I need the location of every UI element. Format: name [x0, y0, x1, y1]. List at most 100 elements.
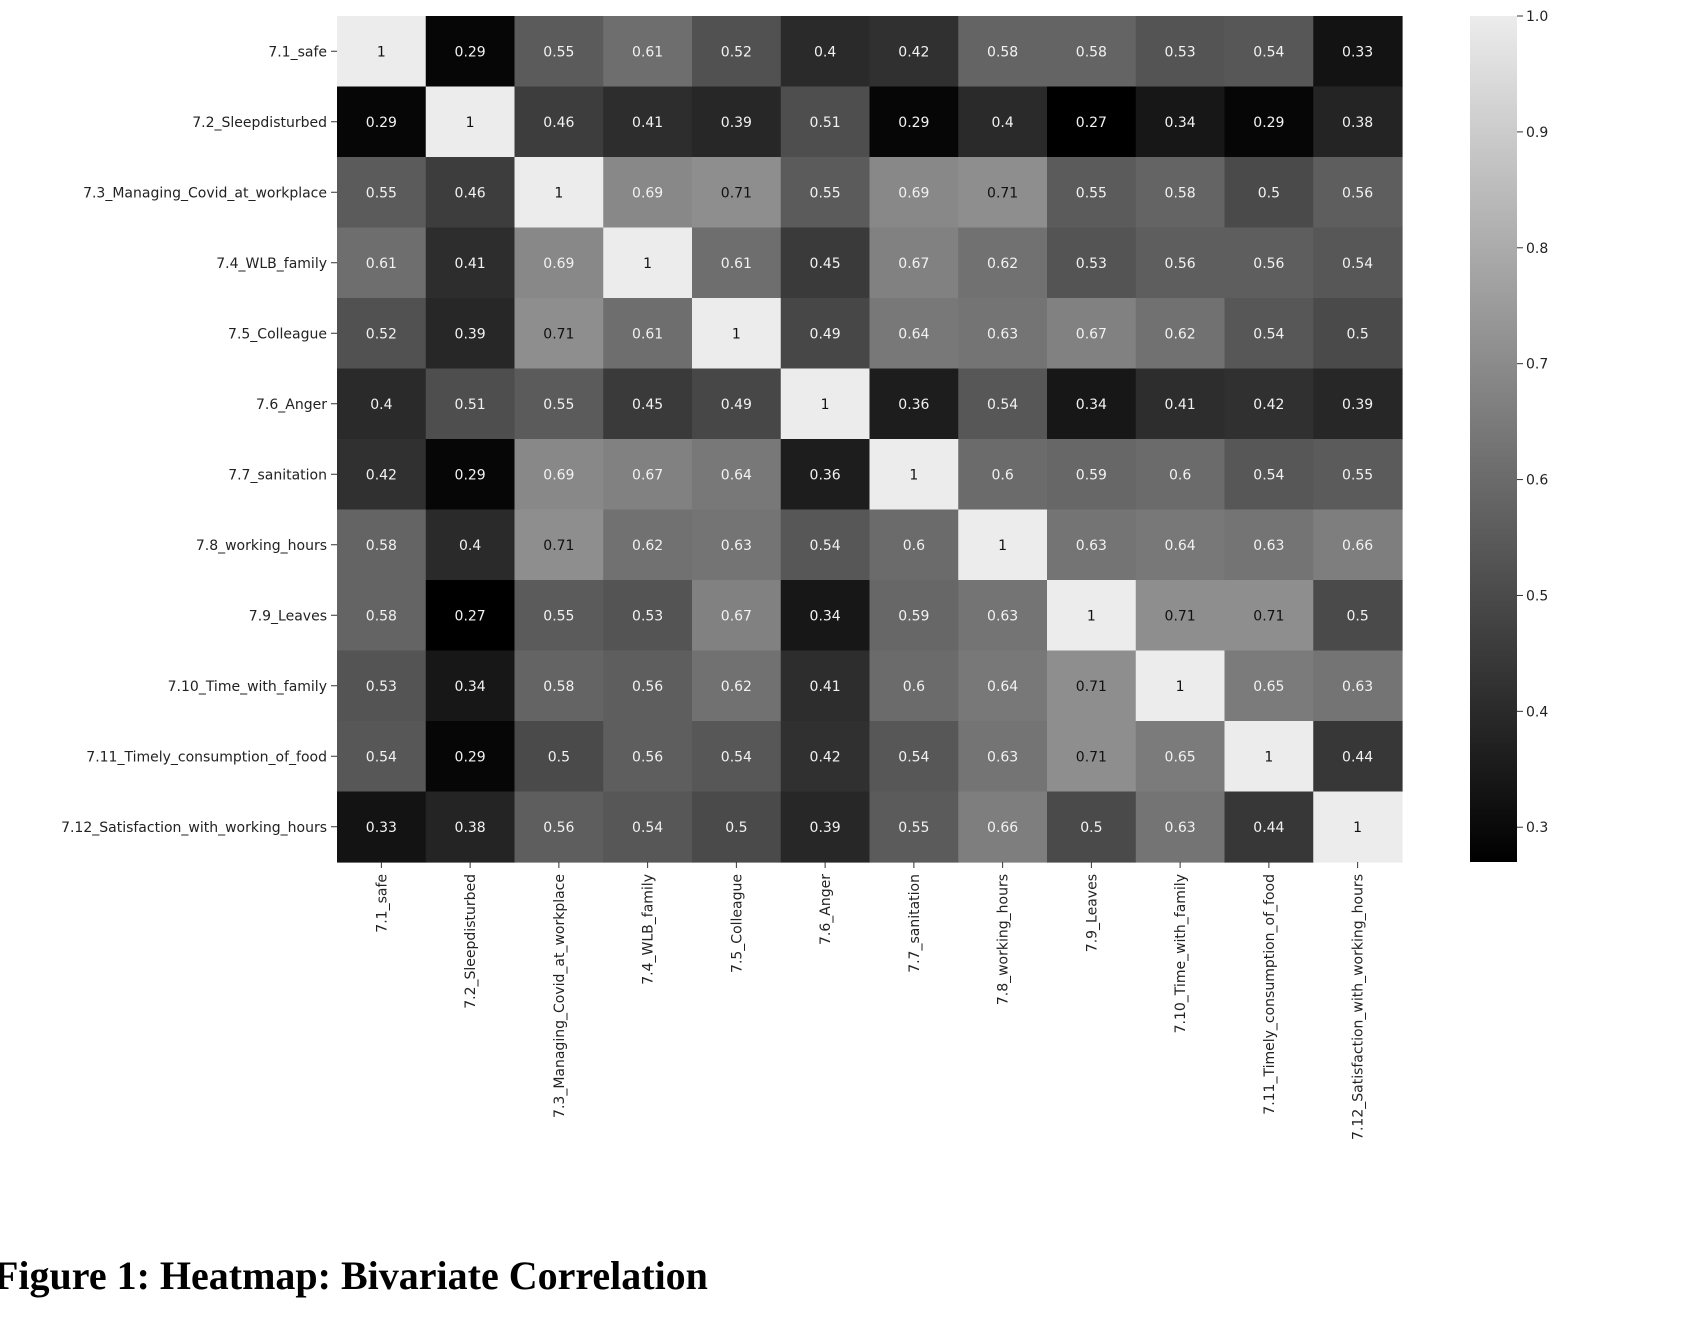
heatmap-cell — [1047, 16, 1137, 88]
cell-value-label: 0.63 — [987, 749, 1018, 765]
cell-value-label: 0.4 — [991, 115, 1013, 131]
cell-value-label: 0.49 — [810, 326, 841, 342]
cell-value-label: 0.45 — [810, 256, 841, 272]
y-tick-label: 7.10_Time_with_family — [168, 679, 327, 695]
cell-value-label: 0.58 — [1076, 44, 1107, 60]
heatmap-cell — [337, 86, 427, 158]
cell-value-label: 1 — [554, 185, 563, 201]
heatmap-cell — [958, 16, 1048, 88]
heatmap-cell — [1047, 157, 1137, 229]
cell-value-label: 0.5 — [548, 749, 570, 765]
cell-value-label: 0.41 — [1165, 397, 1196, 413]
heatmap-cell — [1313, 509, 1403, 581]
cell-value-label: 0.66 — [1342, 538, 1373, 554]
heatmap-cell — [958, 227, 1048, 299]
x-tick-label: 7.1_safe — [374, 874, 390, 933]
heatmap-cell — [1135, 368, 1226, 440]
cell-value-label: 0.56 — [1253, 256, 1284, 272]
heatmap-cell — [425, 368, 516, 440]
cell-value-label: 0.63 — [1165, 820, 1196, 836]
cell-value-label: 0.55 — [366, 185, 397, 201]
cell-value-label: 0.56 — [1342, 185, 1373, 201]
heatmap-cell — [1313, 16, 1403, 88]
heatmap-cell — [958, 791, 1048, 863]
cell-value-label: 0.55 — [1076, 185, 1107, 201]
heatmap-cell — [1224, 439, 1314, 511]
cell-value-label: 0.6 — [991, 467, 1013, 483]
cell-value-label: 0.34 — [455, 679, 486, 695]
heatmap-cell — [337, 298, 427, 370]
cell-value-label: 0.41 — [810, 679, 841, 695]
cell-value-label: 0.51 — [810, 115, 841, 131]
heatmap-cell — [425, 721, 516, 793]
y-tick-label: 7.11_Timely_consumption_of_food — [86, 749, 327, 765]
heatmap-cell — [692, 368, 782, 440]
cell-value-label: 0.71 — [987, 185, 1018, 201]
cell-value-label: 0.61 — [632, 44, 663, 60]
heatmap-cell — [1047, 368, 1137, 440]
heatmap-cell — [1313, 439, 1403, 511]
heatmap-cell — [514, 721, 604, 793]
cell-value-label: 0.54 — [1253, 326, 1284, 342]
heatmap-cell — [1135, 650, 1226, 722]
x-tick-label: 7.9_Leaves — [1084, 874, 1100, 952]
y-tick-label: 7.6_Anger — [256, 397, 327, 413]
colorbar-tick-label: 0.7 — [1526, 357, 1548, 373]
cell-value-label: 1 — [377, 44, 386, 60]
cell-value-label: 0.42 — [898, 44, 929, 60]
heatmap-cell — [603, 298, 693, 370]
heatmap-cell — [1313, 650, 1403, 722]
cell-value-label: 1 — [466, 115, 475, 131]
cell-value-label: 0.59 — [898, 608, 929, 624]
cell-value-label: 0.64 — [1165, 538, 1196, 554]
cell-value-label: 1 — [643, 256, 652, 272]
heatmap-cell — [780, 721, 871, 793]
cell-value-label: 1 — [1176, 679, 1185, 695]
heatmap-cell — [1224, 650, 1314, 722]
cell-value-label: 0.63 — [721, 538, 752, 554]
heatmap-cell — [780, 439, 871, 511]
heatmap-cell — [1135, 509, 1226, 581]
cell-value-label: 0.71 — [1076, 749, 1107, 765]
cell-value-label: 0.55 — [543, 608, 574, 624]
heatmap-cell — [1047, 227, 1137, 299]
heatmap-cell — [1047, 86, 1137, 158]
cell-value-label: 0.62 — [1165, 326, 1196, 342]
heatmap-cell — [603, 227, 693, 299]
heatmap-cell — [425, 509, 516, 581]
cell-value-label: 0.49 — [721, 397, 752, 413]
heatmap-cell — [780, 16, 871, 88]
heatmap-cell — [1224, 509, 1314, 581]
cell-value-label: 0.58 — [1165, 185, 1196, 201]
cell-value-label: 0.34 — [1165, 115, 1196, 131]
heatmap-cell — [958, 86, 1048, 158]
cell-value-label: 0.5 — [1258, 185, 1280, 201]
heatmap-cell — [514, 791, 604, 863]
heatmap-cell — [425, 227, 516, 299]
cell-value-label: 0.53 — [632, 608, 663, 624]
cell-value-label: 0.71 — [721, 185, 752, 201]
cell-value-label: 0.54 — [810, 538, 841, 554]
cell-value-label: 1 — [732, 326, 741, 342]
heatmap-cell — [603, 368, 693, 440]
cell-value-label: 0.64 — [721, 467, 752, 483]
cell-value-label: 0.58 — [366, 538, 397, 554]
x-axis: 7.1_safe 7.2_Sleepdisturbed 7.3_Managing_C… — [374, 862, 1367, 1140]
cell-value-label: 1 — [1353, 820, 1362, 836]
x-tick-label: 7.4_WLB_family — [641, 874, 657, 985]
heatmap-cell — [337, 721, 427, 793]
cell-value-label: 0.66 — [987, 820, 1018, 836]
cell-value-label: 0.34 — [1076, 397, 1107, 413]
heatmap-cell — [780, 791, 871, 863]
cell-value-label: 0.29 — [455, 467, 486, 483]
cell-value-label: 0.63 — [1253, 538, 1284, 554]
heatmap-cell — [1224, 227, 1314, 299]
heatmap-cell — [780, 368, 871, 440]
x-tick-label: 7.2_Sleepdisturbed — [463, 874, 479, 1009]
heatmap-cell — [514, 157, 604, 229]
heatmap-cell — [780, 86, 871, 158]
heatmap-cell — [869, 439, 959, 511]
cell-value-label: 0.55 — [810, 185, 841, 201]
heatmap-cell — [780, 298, 871, 370]
y-axis: 7.1_safe 7.2_Sleepdisturbed 7.3_Managing_C… — [61, 44, 337, 836]
